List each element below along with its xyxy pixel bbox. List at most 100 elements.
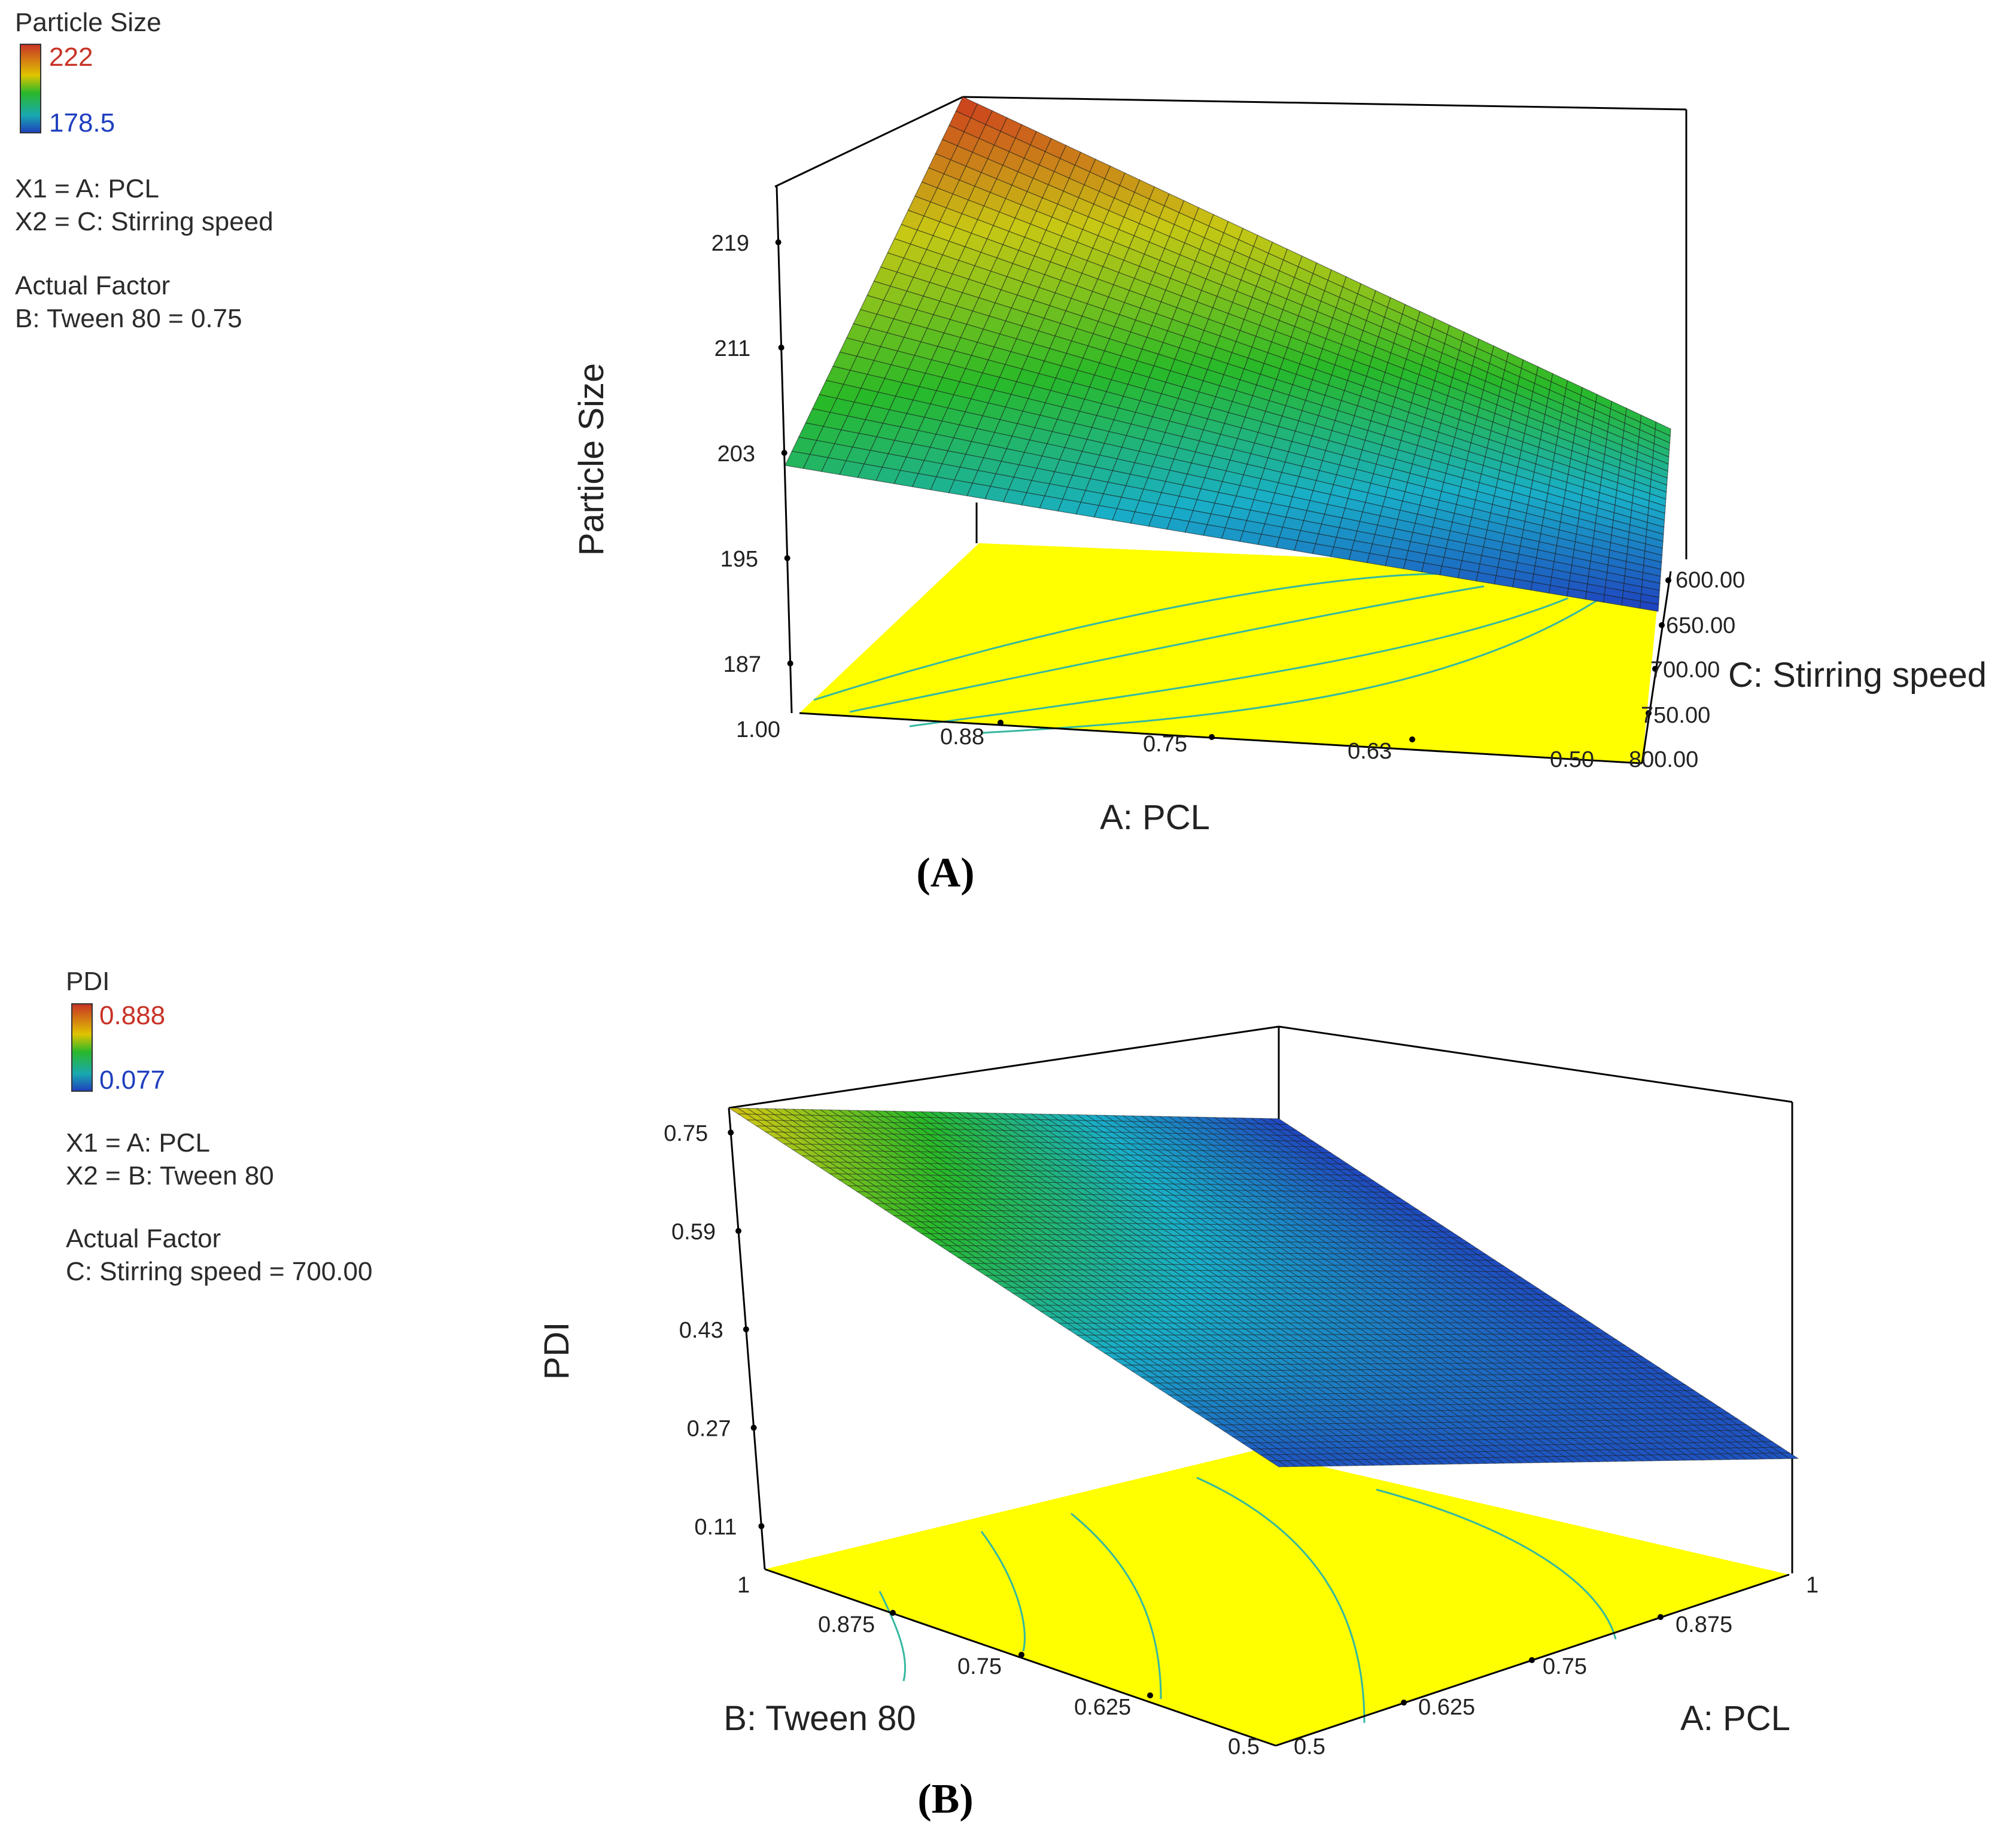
x-tick-label: 0.63	[1348, 739, 1392, 764]
pcl-tick-marker	[1658, 1614, 1664, 1620]
legend-b-min: 0.077	[99, 1065, 165, 1095]
legend-b-actual-factor-title: Actual Factor	[66, 1224, 221, 1253]
legend-b-x1: X1 = A: PCL	[66, 1128, 210, 1158]
legend-a-actual-factor-value: B: Tween 80 = 0.75	[15, 304, 242, 333]
pcl-tick-marker	[1529, 1657, 1535, 1663]
z-tick-marker	[743, 1326, 749, 1333]
y-tick-label: 600.00	[1676, 568, 1745, 593]
z-tick-label: 203	[717, 441, 755, 467]
frame-line	[776, 186, 793, 714]
panel-b-tween-title: B: Tween 80	[723, 1699, 916, 1738]
z-tick-marker	[728, 1129, 734, 1136]
legend-a: Particle Size 222 178.5 X1 = A: PCL X2 =…	[15, 8, 273, 333]
z-tick-marker	[781, 450, 787, 456]
y-tick-marker	[1652, 666, 1658, 672]
x-tick-label: 0.88	[940, 724, 984, 750]
z-tick-marker	[735, 1228, 741, 1234]
frame-line	[774, 96, 963, 188]
frame-line	[962, 96, 1687, 111]
pcl-tick-label: 0.875	[1676, 1612, 1732, 1637]
z-tick-label: 0.27	[687, 1417, 731, 1442]
pcl-tick-label: 1	[1806, 1573, 1819, 1598]
tween-tick-label: 0.75	[957, 1654, 1002, 1679]
pcl-tick-label: 0.75	[1543, 1654, 1587, 1679]
legend-a-max: 222	[49, 42, 93, 72]
panel-b: PDI 0.888 0.077 X1 = A: PCL X2 = B: Twee…	[66, 967, 1819, 1822]
legend-b-actual-factor-value: C: Stirring speed = 700.00	[66, 1257, 372, 1286]
z-tick-label: 219	[711, 231, 749, 256]
legend-a-colorbar	[20, 44, 41, 133]
panel-a: Particle Size 222 178.5 X1 = A: PCL X2 =…	[15, 8, 1987, 896]
pcl-tick-label: 0.5	[1294, 1734, 1325, 1759]
frame-line	[1278, 1025, 1793, 1103]
y-tick-label: 650.00	[1666, 613, 1735, 638]
panel-b-pcl-title: A: PCL	[1680, 1699, 1790, 1738]
z-tick-label: 187	[723, 652, 761, 677]
tween-tick-label: 0.625	[1074, 1695, 1131, 1720]
contour-line	[849, 585, 1485, 713]
panel-b-label: (B)	[917, 1776, 973, 1822]
z-tick-label: 211	[714, 336, 751, 361]
x-tick-label: 0.50	[1550, 747, 1594, 772]
panel-a-y-axis: 600.00 650.00 700.00 750.00 800.00 C: St…	[1629, 568, 1987, 772]
tween-tick-label: 0.875	[818, 1612, 875, 1637]
legend-a-actual-factor-title: Actual Factor	[15, 271, 170, 300]
pcl-tick-label: 0.625	[1418, 1695, 1475, 1720]
contour-line	[981, 591, 1610, 734]
panel-b-surface	[728, 1107, 1799, 1467]
legend-b: PDI 0.888 0.077 X1 = A: PCL X2 = B: Twee…	[66, 967, 372, 1286]
z-tick-label: 195	[720, 547, 758, 572]
panel-a-z-axis: 219 211 203 195 187	[711, 231, 793, 677]
y-tick-label: 750.00	[1641, 703, 1710, 728]
z-tick-marker	[778, 345, 784, 351]
legend-b-colorbar	[71, 1003, 93, 1092]
legend-b-title: PDI	[66, 967, 110, 996]
z-tick-label: 0.75	[664, 1121, 708, 1146]
tween-tick-marker	[1018, 1652, 1024, 1658]
legend-a-min: 178.5	[49, 108, 115, 138]
panel-a-floor	[799, 543, 1661, 763]
z-tick-marker	[787, 660, 793, 666]
x-tick-label: 0.75	[1143, 732, 1187, 757]
panel-a-label: (A)	[916, 850, 974, 896]
frame-line	[728, 1025, 1279, 1109]
panel-a-surface	[784, 96, 1671, 612]
x-tick-marker	[1409, 736, 1415, 742]
z-tick-label: 0.43	[679, 1318, 723, 1343]
panel-a-x-title: A: PCL	[1100, 798, 1210, 837]
legend-b-x2: X2 = B: Tween 80	[66, 1161, 274, 1190]
z-tick-marker	[750, 1424, 757, 1431]
panel-a-z-title: Particle Size	[572, 363, 611, 556]
frame-line	[799, 712, 1643, 765]
panel-b-floor	[765, 1451, 1789, 1746]
legend-b-max: 0.888	[99, 1001, 165, 1030]
y-tick-marker	[1659, 622, 1665, 628]
tween-tick-marker	[1147, 1692, 1153, 1698]
tween-tick-label: 1	[737, 1573, 750, 1598]
contour-line	[909, 597, 1568, 727]
panel-b-z-axis: 0.75 0.59 0.43 0.27 0.11	[664, 1121, 765, 1540]
panel-a-x-axis: 1.00 0.88 0.75 0.63 0.50 A: PCL	[736, 717, 1594, 837]
legend-a-x2: X2 = C: Stirring speed	[15, 207, 273, 236]
legend-a-x1: X1 = A: PCL	[15, 174, 159, 203]
x-tick-label: 1.00	[736, 717, 780, 742]
z-tick-label: 0.11	[694, 1515, 737, 1540]
surface-cell	[1639, 601, 1659, 612]
legend-a-title: Particle Size	[15, 8, 162, 37]
panel-b-z-title: PDI	[537, 1322, 576, 1380]
pcl-tick-marker	[1401, 1700, 1407, 1706]
tween-tick-label: 0.5	[1228, 1734, 1260, 1759]
panel-a-frame	[774, 96, 1687, 765]
x-tick-marker	[1209, 734, 1215, 740]
z-tick-marker	[784, 555, 790, 561]
frame-line	[728, 1107, 766, 1570]
y-tick-label: 800.00	[1629, 747, 1698, 772]
panel-a-y-title: C: Stirring speed	[1728, 656, 1987, 695]
z-tick-marker	[758, 1523, 765, 1530]
panel-a-floor-contours	[813, 573, 1610, 734]
z-tick-label: 0.59	[671, 1220, 716, 1245]
tween-tick-marker	[890, 1610, 896, 1616]
y-tick-marker	[1665, 577, 1671, 583]
x-tick-marker	[998, 720, 1004, 726]
